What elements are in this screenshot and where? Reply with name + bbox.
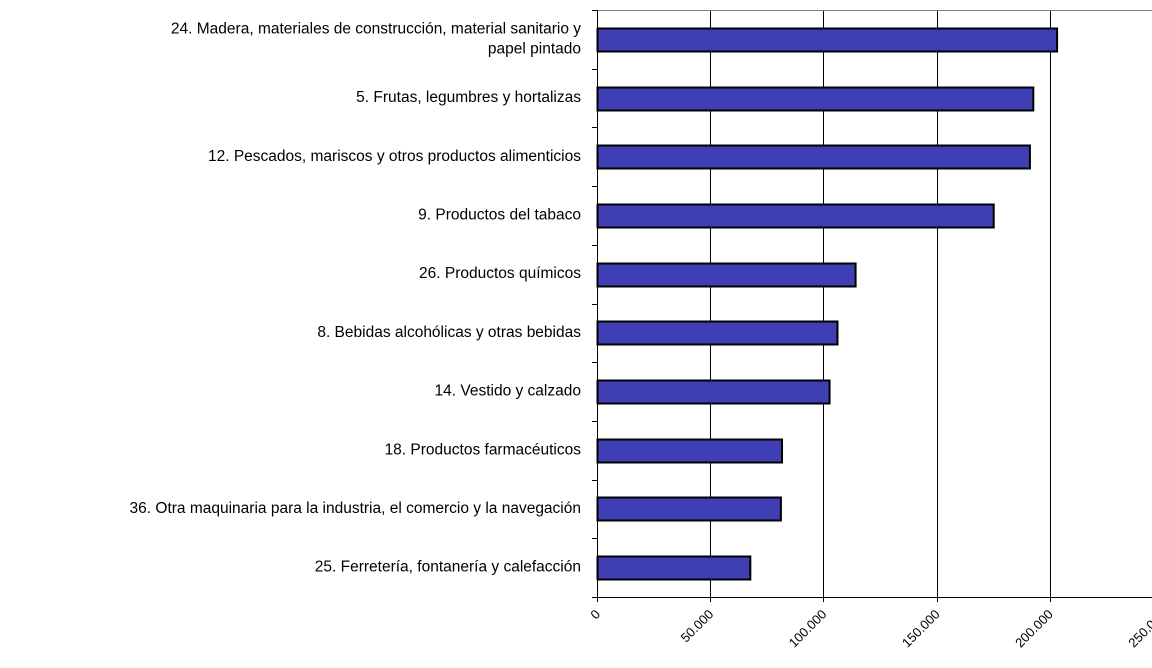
- x-tick-label: 100.000: [786, 607, 830, 651]
- bar: [596, 203, 995, 229]
- category-label: 14. Vestido y calzado: [435, 383, 582, 400]
- category-label: 24. Madera, materiales de construcción, …: [171, 20, 581, 37]
- x-tick-label: 50.000: [678, 607, 717, 646]
- bar: [596, 555, 752, 581]
- bar: [596, 379, 831, 405]
- bar: [596, 438, 784, 464]
- bar: [596, 320, 839, 346]
- bar: [596, 144, 1031, 170]
- category-label: 8. Bebidas alcohólicas y otras bebidas: [317, 324, 581, 341]
- x-tick-label: 150.000: [899, 607, 943, 651]
- x-tick-labels: 0 50.000 100.000 150.000 200.000 250.000: [587, 607, 1152, 651]
- category-label: papel pintado: [488, 40, 581, 57]
- category-label: 36. Otra maquinaria para la industria, e…: [130, 500, 581, 517]
- category-label: 18. Productos farmacéuticos: [385, 441, 582, 458]
- bar: [596, 86, 1035, 112]
- category-label: 12. Pescados, mariscos y otros productos…: [208, 148, 581, 165]
- category-label: 9. Productos del tabaco: [418, 207, 581, 224]
- bar: [596, 496, 782, 522]
- x-tick-label: 0: [587, 607, 603, 623]
- bars: [596, 27, 1059, 581]
- category-label: 5. Frutas, legumbres y hortalizas: [356, 89, 581, 106]
- bar: [596, 27, 1059, 53]
- category-labels: 24. Madera, materiales de construcción, …: [130, 20, 582, 575]
- x-tick-label: 200.000: [1012, 607, 1056, 651]
- category-label: 26. Productos químicos: [419, 265, 581, 282]
- bar: [596, 262, 857, 288]
- category-label: 25. Ferretería, fontanería y calefacción: [315, 559, 581, 576]
- x-tick-label: 250.000: [1125, 607, 1152, 651]
